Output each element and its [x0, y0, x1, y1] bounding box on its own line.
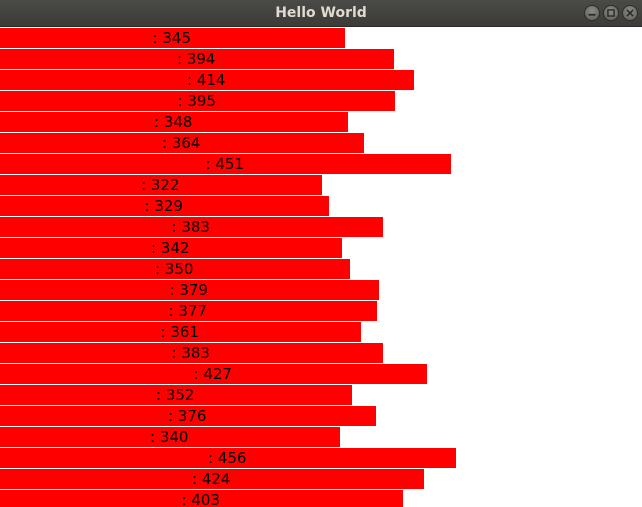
bar-row: : 379 — [0, 280, 642, 300]
bar-value-label: : 394 — [177, 50, 216, 68]
bar — [0, 406, 376, 426]
bar-value-label: : 329 — [144, 197, 183, 215]
bar-row: : 322 — [0, 175, 642, 195]
bar — [0, 175, 322, 195]
bar-value-label: : 345 — [152, 29, 191, 47]
bar — [0, 70, 414, 90]
title-bar[interactable]: Hello World — [0, 0, 642, 27]
bar-value-label: : 377 — [168, 302, 207, 320]
bar-value-label: : 342 — [151, 239, 190, 257]
bar-row: : 352 — [0, 385, 642, 405]
bar — [0, 91, 395, 111]
bar-value-label: : 383 — [171, 344, 210, 362]
bar — [0, 385, 352, 405]
bar — [0, 196, 329, 216]
window-title: Hello World — [275, 5, 367, 21]
bar — [0, 238, 342, 258]
bar-row: : 383 — [0, 343, 642, 363]
bar-value-label: : 424 — [192, 470, 231, 488]
bar-value-label: : 376 — [168, 407, 207, 425]
bar-value-label: : 364 — [162, 134, 201, 152]
bar — [0, 259, 350, 279]
bar-row: : 456 — [0, 448, 642, 468]
bar-value-label: : 379 — [169, 281, 208, 299]
bar-row: : 329 — [0, 196, 642, 216]
bar-row: : 403 — [0, 490, 642, 507]
bar-value-label: : 395 — [177, 92, 216, 110]
bar-row: : 414 — [0, 70, 642, 90]
close-icon — [626, 9, 634, 17]
bar — [0, 322, 361, 342]
bar-row: : 342 — [0, 238, 642, 258]
bar — [0, 280, 379, 300]
bar — [0, 490, 403, 507]
bar-row: : 427 — [0, 364, 642, 384]
minimize-icon — [588, 13, 596, 16]
bar-value-label: : 427 — [193, 365, 232, 383]
bar-row: : 340 — [0, 427, 642, 447]
bar-row: : 424 — [0, 469, 642, 489]
bar-row: : 376 — [0, 406, 642, 426]
bar — [0, 427, 340, 447]
bar — [0, 343, 383, 363]
window-controls — [584, 5, 638, 22]
bar-value-label: : 403 — [181, 491, 220, 507]
bar-value-label: : 456 — [208, 449, 247, 467]
bar — [0, 448, 456, 468]
bar — [0, 364, 427, 384]
bar-value-label: : 322 — [141, 176, 180, 194]
bar-row: : 361 — [0, 322, 642, 342]
bar-value-label: : 383 — [171, 218, 210, 236]
bar-value-label: : 350 — [155, 260, 194, 278]
bar-row: : 364 — [0, 133, 642, 153]
bar — [0, 112, 348, 132]
bar-value-label: : 348 — [154, 113, 193, 131]
bar-value-label: : 451 — [205, 155, 244, 173]
minimize-button[interactable] — [584, 5, 600, 21]
bar — [0, 28, 345, 48]
bar-chart-area: : 345 : 394 : 414 : 395 : 348 : 364: 451 : 322… — [0, 28, 642, 507]
bar-row: : 383 — [0, 217, 642, 237]
bar-row: : 377 — [0, 301, 642, 321]
bar-row: : 345 — [0, 28, 642, 48]
maximize-icon — [607, 9, 615, 17]
bar-row: : 394 — [0, 49, 642, 69]
bar-row: : 350 — [0, 259, 642, 279]
maximize-button[interactable] — [603, 5, 619, 21]
bar-value-label: : 414 — [187, 71, 226, 89]
bar-row: : 451 — [0, 154, 642, 174]
bar-value-label: : 361 — [160, 323, 199, 341]
bar-value-label: : 352 — [156, 386, 195, 404]
close-button[interactable] — [622, 5, 638, 21]
bar-value-label: : 340 — [150, 428, 189, 446]
bar-row: : 395 — [0, 91, 642, 111]
bar — [0, 133, 364, 153]
bar — [0, 469, 424, 489]
bar — [0, 154, 451, 174]
bar — [0, 49, 394, 69]
bar — [0, 301, 377, 321]
bar — [0, 217, 383, 237]
bar-row: : 348 — [0, 112, 642, 132]
